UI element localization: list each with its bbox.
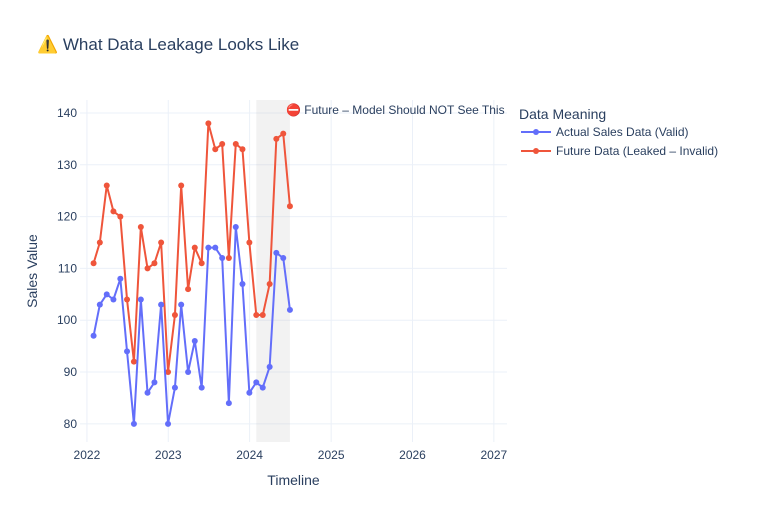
data-point [158,239,165,246]
legend-swatch-marker [533,148,539,154]
grid [80,100,507,442]
data-point [191,337,198,344]
data-point [90,260,97,267]
data-point [198,260,205,267]
data-point [144,265,151,272]
legend: Data Meaning Actual Sales Data (Valid) Fu… [519,106,718,158]
data-point [117,275,124,282]
data-point [266,363,273,370]
data-point [124,296,131,303]
x-tick-label: 2027 [480,448,507,462]
data-point [191,244,198,251]
y-tick-label: 120 [57,210,77,224]
y-tick-label: 100 [57,313,77,327]
data-point [205,244,212,251]
data-point [212,244,219,251]
y-axis: 80 90 100 110 120 130 140 [57,106,77,431]
y-axis-title: Sales Value [24,234,40,308]
data-point [185,369,192,376]
data-point [280,130,287,137]
data-point [151,379,158,386]
data-point [103,182,110,189]
data-point [280,255,287,262]
data-point [158,301,165,308]
data-point [273,249,280,256]
data-point [225,400,232,407]
data-point [124,348,131,355]
series-layer [90,120,293,427]
legend-title: Data Meaning [519,106,606,122]
data-point [273,135,280,142]
data-point [239,146,246,153]
data-point [117,213,124,220]
data-point [219,255,226,262]
data-point [225,255,232,262]
y-tick-label: 140 [57,106,77,120]
y-tick-label: 110 [58,261,77,275]
x-tick-label: 2022 [74,448,101,462]
data-point [286,306,293,313]
data-point [96,239,103,246]
data-point [103,291,110,298]
data-point [232,223,239,230]
legend-label: Future Data (Leaked – Invalid) [556,144,718,158]
data-point [144,389,151,396]
x-tick-label: 2025 [318,448,345,462]
data-point [137,296,144,303]
data-point [110,208,117,215]
y-tick-label: 130 [57,158,77,172]
data-point [165,369,172,376]
x-tick-label: 2023 [155,448,182,462]
data-point [219,141,226,148]
data-point [130,420,137,427]
data-point [212,146,219,153]
legend-item: Actual Sales Data (Valid) [521,125,689,139]
data-point [96,301,103,308]
data-point [171,384,178,391]
future-region-label: ⛔ Future – Model Should NOT See This [286,103,505,117]
data-point [286,203,293,210]
x-axis-title: Timeline [267,472,320,488]
data-point [130,358,137,365]
data-point [239,280,246,287]
legend-swatch-marker [533,129,539,135]
data-point [178,301,185,308]
data-point [198,384,205,391]
chart-title: ⚠️ What Data Leakage Looks Like [37,34,299,54]
data-point [137,223,144,230]
data-point [253,379,260,386]
y-tick-label: 90 [64,365,78,379]
data-point [90,332,97,339]
data-point [232,141,239,148]
x-axis: 2022 2023 2024 2025 2026 2027 [74,448,508,462]
x-tick-label: 2026 [399,448,426,462]
data-point [205,120,212,127]
data-point [110,296,117,303]
data-point [178,182,185,189]
data-point [246,239,253,246]
data-point [266,280,273,287]
series-1 [90,120,293,376]
data-point [246,389,253,396]
legend-label: Actual Sales Data (Valid) [556,125,689,139]
data-point [253,312,260,319]
series-0 [90,223,293,427]
data-point [259,312,266,319]
data-point [165,420,172,427]
x-tick-label: 2024 [236,448,263,462]
data-point [259,384,266,391]
data-point [151,260,158,267]
data-point [171,312,178,319]
data-point [185,286,192,293]
y-tick-label: 80 [64,417,78,431]
legend-item: Future Data (Leaked – Invalid) [521,144,718,158]
